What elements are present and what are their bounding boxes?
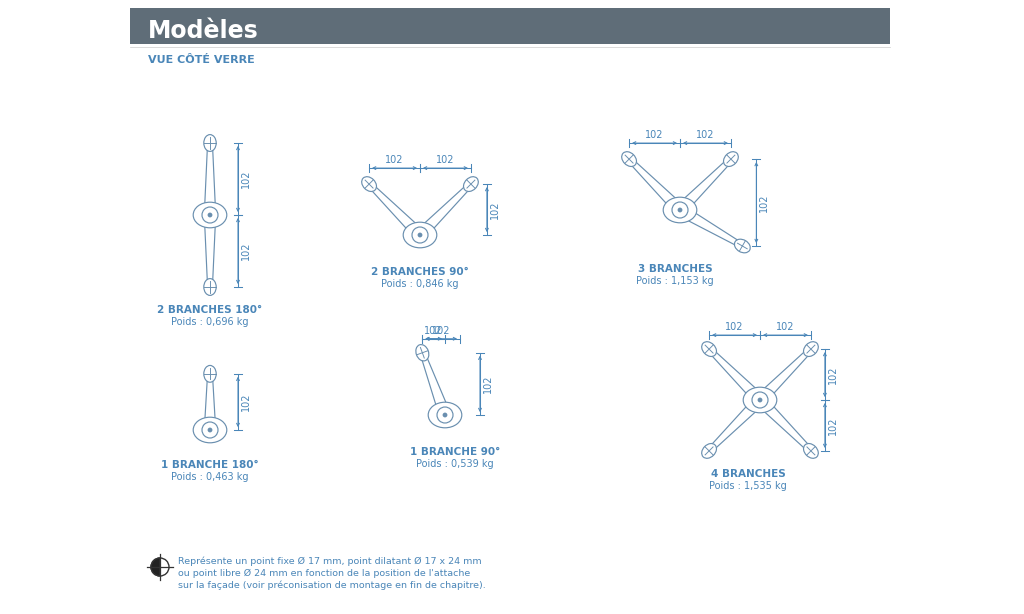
- Ellipse shape: [743, 387, 777, 413]
- Polygon shape: [756, 348, 813, 404]
- Text: 102: 102: [432, 326, 451, 336]
- Ellipse shape: [194, 202, 226, 228]
- Polygon shape: [677, 205, 743, 248]
- Polygon shape: [420, 352, 451, 417]
- Text: 102: 102: [436, 155, 455, 165]
- Ellipse shape: [804, 443, 818, 458]
- Ellipse shape: [428, 402, 462, 428]
- Text: 2 BRANCHES 90°: 2 BRANCHES 90°: [371, 267, 469, 277]
- Circle shape: [437, 407, 453, 423]
- Text: 102: 102: [645, 130, 664, 140]
- Polygon shape: [204, 374, 216, 430]
- Ellipse shape: [361, 177, 377, 192]
- Text: 102: 102: [241, 242, 251, 260]
- Ellipse shape: [701, 342, 717, 357]
- Text: 102: 102: [760, 193, 769, 212]
- Text: ou point libre Ø 24 mm en fonction de la position de l'attache: ou point libre Ø 24 mm en fonction de la…: [178, 569, 470, 578]
- Circle shape: [202, 207, 218, 223]
- Text: 102: 102: [483, 375, 493, 393]
- Text: 102: 102: [241, 393, 251, 411]
- Ellipse shape: [204, 365, 216, 383]
- Text: 3 BRANCHES: 3 BRANCHES: [638, 264, 713, 274]
- Text: sur la façade (voir préconisation de montage en fin de chapitre).: sur la façade (voir préconisation de mon…: [178, 581, 485, 591]
- Ellipse shape: [204, 279, 216, 295]
- Text: 102: 102: [725, 322, 743, 332]
- Ellipse shape: [701, 443, 717, 458]
- Ellipse shape: [664, 197, 696, 223]
- Ellipse shape: [804, 342, 818, 357]
- Polygon shape: [708, 396, 764, 453]
- Text: Poids : 1,535 kg: Poids : 1,535 kg: [710, 481, 786, 491]
- Ellipse shape: [204, 134, 216, 152]
- Circle shape: [208, 427, 212, 432]
- Text: 102: 102: [776, 322, 795, 332]
- Text: 102: 102: [828, 416, 838, 435]
- Ellipse shape: [464, 177, 478, 192]
- Bar: [130, 8, 890, 44]
- Circle shape: [678, 208, 682, 212]
- Text: Poids : 0,846 kg: Poids : 0,846 kg: [381, 279, 459, 289]
- Text: 1 BRANCHE 90°: 1 BRANCHE 90°: [410, 447, 500, 457]
- Text: 102: 102: [696, 130, 715, 140]
- Ellipse shape: [416, 344, 429, 361]
- Circle shape: [752, 392, 768, 408]
- Polygon shape: [368, 182, 424, 239]
- Text: 4 BRANCHES: 4 BRANCHES: [711, 469, 785, 479]
- Text: Poids : 0,539 kg: Poids : 0,539 kg: [416, 459, 494, 469]
- Text: 102: 102: [241, 169, 251, 188]
- Polygon shape: [756, 396, 813, 453]
- Circle shape: [208, 212, 212, 217]
- Text: 102: 102: [828, 365, 838, 384]
- Text: Modèles: Modèles: [148, 19, 259, 43]
- Text: Poids : 1,153 kg: Poids : 1,153 kg: [636, 276, 714, 286]
- Text: Poids : 0,463 kg: Poids : 0,463 kg: [171, 472, 249, 482]
- Circle shape: [758, 398, 763, 402]
- Text: VUE CÔTÉ VERRE: VUE CÔTÉ VERRE: [148, 55, 255, 65]
- Text: 102: 102: [424, 326, 443, 336]
- Circle shape: [202, 422, 218, 438]
- Text: 1 BRANCHE 180°: 1 BRANCHE 180°: [161, 460, 259, 470]
- Text: Représente un point fixe Ø 17 mm, point dilatant Ø 17 x 24 mm: Représente un point fixe Ø 17 mm, point …: [178, 557, 481, 567]
- Polygon shape: [708, 348, 764, 404]
- Circle shape: [442, 413, 447, 418]
- Ellipse shape: [194, 417, 226, 443]
- Polygon shape: [676, 157, 732, 214]
- Text: 2 BRANCHES 180°: 2 BRANCHES 180°: [158, 305, 262, 315]
- Polygon shape: [204, 215, 216, 287]
- Text: 102: 102: [385, 155, 403, 165]
- Polygon shape: [628, 157, 684, 214]
- Circle shape: [151, 558, 169, 576]
- Polygon shape: [416, 182, 473, 239]
- Circle shape: [412, 227, 428, 243]
- Circle shape: [672, 202, 688, 218]
- Ellipse shape: [622, 152, 637, 166]
- Ellipse shape: [734, 239, 751, 253]
- Circle shape: [418, 233, 422, 238]
- Ellipse shape: [403, 222, 437, 248]
- Wedge shape: [151, 558, 160, 576]
- Ellipse shape: [724, 152, 738, 166]
- Polygon shape: [204, 143, 216, 215]
- Text: Poids : 0,696 kg: Poids : 0,696 kg: [171, 317, 249, 327]
- Text: 102: 102: [489, 200, 500, 219]
